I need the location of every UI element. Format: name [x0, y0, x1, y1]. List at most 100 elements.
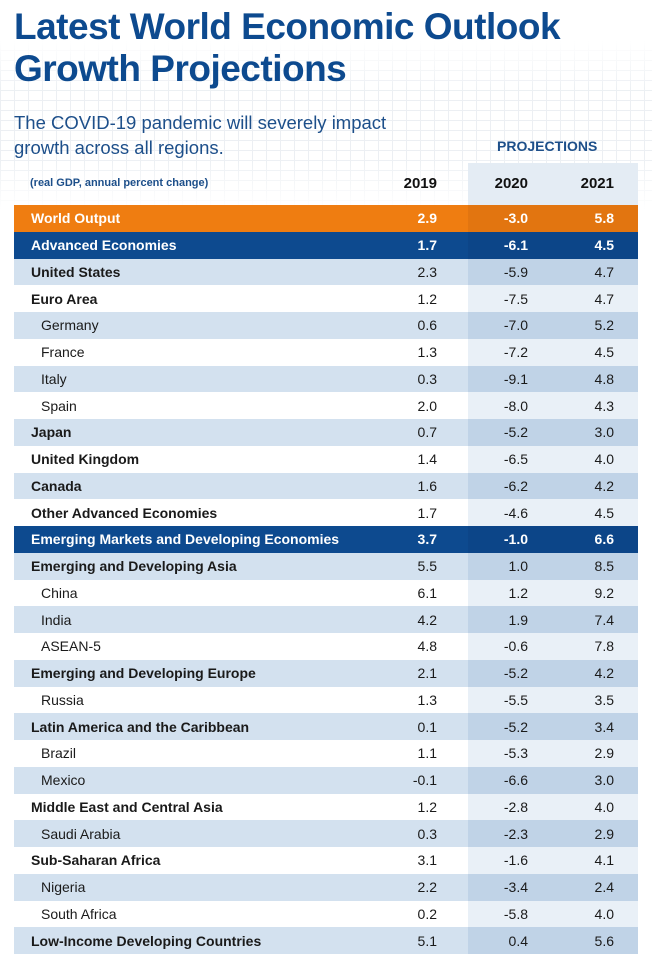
projection-cell-shade [468, 793, 638, 821]
value-2019: 1.7 [417, 504, 437, 521]
table-row: India 4.2 1.9 7.4 [14, 606, 638, 633]
table-row: South Africa 0.2 -5.8 4.0 [14, 900, 638, 928]
value-2021: 3.5 [594, 691, 614, 708]
value-2019: 1.1 [417, 745, 437, 762]
value-2019: 0.3 [417, 825, 437, 842]
row-label: Mexico [41, 772, 86, 789]
value-2021: 5.2 [594, 317, 614, 334]
row-label: Middle East and Central Asia [31, 798, 223, 815]
value-2020: -2.8 [503, 798, 528, 815]
value-2021: 2.9 [594, 825, 614, 842]
table-row: Canada 1.6 -6.2 4.2 [14, 472, 638, 500]
table-row: United Kingdom 1.4 -6.5 4.0 [14, 445, 638, 473]
table-row: Other Advanced Economies 1.7 -4.6 4.5 [14, 499, 638, 526]
table-row: China 6.1 1.2 9.2 [14, 579, 638, 607]
table-row: Emerging and Developing Asia 5.5 1.0 8.5 [14, 552, 638, 580]
row-label: France [41, 344, 85, 361]
value-2021: 3.4 [594, 718, 614, 735]
value-2021: 2.4 [594, 879, 614, 896]
value-2019: 1.3 [417, 691, 437, 708]
table-row: World Output 2.9 -3.0 5.8 [14, 205, 638, 232]
value-2020: -6.5 [503, 451, 528, 468]
table-row: Germany 0.6 -7.0 5.2 [14, 312, 638, 339]
unit-label: (real GDP, annual percent change) [30, 177, 209, 189]
row-label: Italy [41, 370, 67, 387]
value-2020: -7.0 [503, 317, 528, 334]
value-2021: 4.5 [594, 344, 614, 361]
value-2021: 5.8 [594, 210, 614, 227]
value-2021: 4.5 [594, 237, 614, 254]
projection-cell-shade [468, 258, 638, 286]
value-2021: 4.7 [594, 263, 614, 280]
value-2019: 3.1 [417, 852, 437, 869]
value-2019: 2.3 [417, 263, 437, 280]
table-row: Russia 1.3 -5.5 3.5 [14, 686, 638, 714]
value-2020: -6.6 [503, 772, 528, 789]
row-label: India [41, 611, 72, 628]
projection-cell-shade [468, 740, 638, 767]
value-2021: 4.0 [594, 451, 614, 468]
value-2021: 4.0 [594, 798, 614, 815]
value-2020: -5.2 [503, 424, 528, 441]
value-2019: 1.7 [417, 237, 437, 254]
value-2020: -6.2 [503, 477, 528, 494]
value-2019: 1.6 [417, 477, 437, 494]
year-header-2021: 2021 [580, 175, 614, 192]
row-label: Low-Income Developing Countries [31, 932, 262, 949]
value-2019: 1.2 [417, 798, 437, 815]
value-2019: 2.2 [417, 879, 437, 896]
table-row: Euro Area 1.2 -7.5 4.7 [14, 285, 638, 312]
projection-cell-shade [468, 419, 638, 446]
subtitle: The COVID-19 pandemic will severely impa… [14, 112, 387, 158]
projections-header-shade [468, 163, 638, 205]
value-2020: -5.2 [503, 665, 528, 682]
projection-cell-shade [468, 499, 638, 526]
row-label: Brazil [41, 745, 77, 762]
row-label: South Africa [41, 905, 117, 922]
value-2019: 1.4 [417, 451, 437, 468]
projection-cell-shade [468, 579, 638, 607]
projection-cell-shade [468, 927, 638, 954]
projection-cell-shade [468, 766, 638, 794]
value-2020: -3.0 [503, 210, 528, 227]
table-row: Emerging and Developing Europe 2.1 -5.2 4.2 [14, 659, 638, 687]
projection-cell-shade [468, 338, 638, 366]
value-2020: -0.6 [503, 638, 528, 655]
projection-cell-shade [468, 392, 638, 419]
value-2021: 4.3 [594, 397, 614, 414]
row-label: Sub-Saharan Africa [31, 852, 161, 869]
projection-cell-shade [468, 847, 638, 874]
table-row: Mexico -0.1 -6.6 3.0 [14, 766, 638, 794]
value-2021: 7.4 [594, 611, 614, 628]
row-label: United States [31, 263, 121, 280]
value-2021: 4.0 [594, 905, 614, 922]
value-2020: 0.4 [508, 932, 528, 949]
table-row: Nigeria 2.2 -3.4 2.4 [14, 873, 638, 901]
projection-cell-shade [468, 285, 638, 312]
value-2021: 4.1 [594, 852, 614, 869]
projection-cell-shade [468, 526, 638, 553]
projections-label: PROJECTIONS [497, 138, 598, 154]
value-2019: 1.3 [417, 344, 437, 361]
value-2021: 5.6 [594, 932, 614, 949]
projection-cell-shade [468, 365, 638, 393]
value-2020: -6.1 [503, 237, 528, 254]
value-2020: -3.4 [503, 879, 528, 896]
row-label: Spain [41, 397, 77, 414]
row-label: Russia [41, 691, 84, 708]
value-2020: -2.3 [503, 825, 528, 842]
value-2021: 4.2 [594, 665, 614, 682]
projection-cell-shade [468, 900, 638, 928]
value-2020: -5.9 [503, 263, 528, 280]
projection-cell-shade [468, 713, 638, 740]
table-row: Japan 0.7 -5.2 3.0 [14, 419, 638, 446]
value-2020: -7.5 [503, 290, 528, 307]
value-2019: 0.6 [417, 317, 437, 334]
table-row: Saudi Arabia 0.3 -2.3 2.9 [14, 820, 638, 847]
value-2020: -1.6 [503, 852, 528, 869]
row-label: United Kingdom [31, 451, 140, 468]
value-2019: 2.0 [417, 397, 437, 414]
value-2020: 1.0 [508, 558, 528, 575]
value-2021: 4.7 [594, 290, 614, 307]
table-row: United States 2.3 -5.9 4.7 [14, 258, 638, 286]
